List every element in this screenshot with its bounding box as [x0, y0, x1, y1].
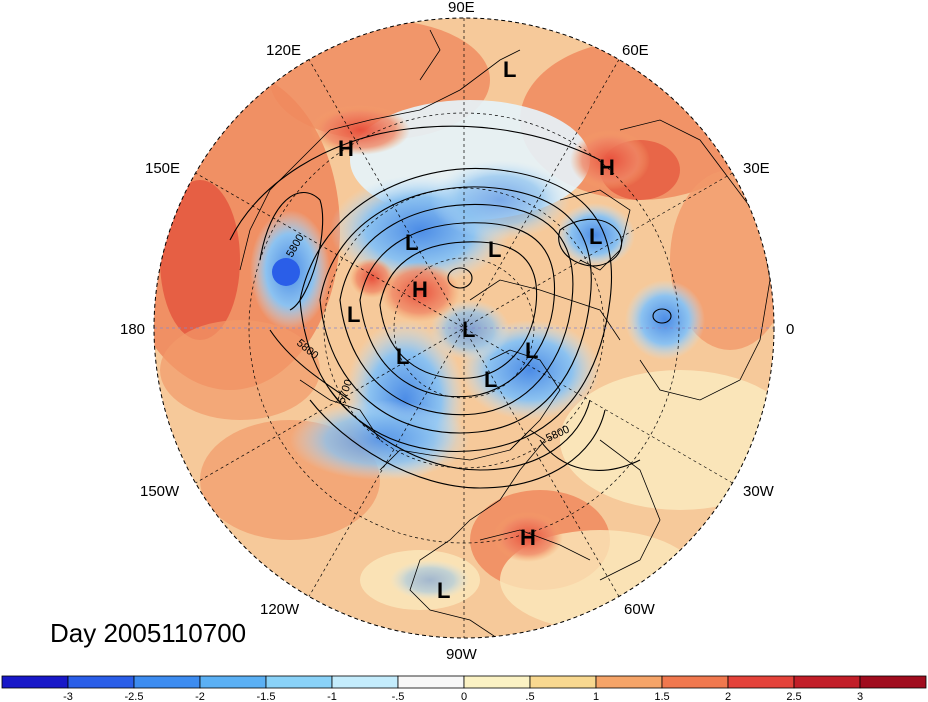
colorbar-tick-label: -3	[63, 691, 73, 702]
colorbar-swatch	[67, 675, 135, 689]
colorbar-tick-label: 1	[593, 691, 599, 702]
lon-label-60e: 60E	[622, 42, 649, 59]
lon-label-30w: 30W	[743, 483, 775, 500]
low-marker: L	[488, 237, 501, 262]
colorbar-swatch	[397, 675, 465, 689]
colorbar-swatch	[661, 675, 729, 689]
anomaly-field	[154, 18, 774, 638]
high-marker: H	[338, 136, 354, 161]
low-marker: L	[484, 367, 497, 392]
colorbar-swatch	[727, 675, 795, 689]
height-contours	[229, 125, 672, 489]
colorbar-tick-label: 2	[725, 691, 731, 702]
colorbar-swatch	[793, 675, 861, 689]
colorbar-swatch	[133, 675, 201, 689]
coastlines	[239, 29, 771, 638]
colorbar-tick-label: -1.5	[257, 691, 276, 702]
low-marker: L	[405, 230, 418, 255]
colorbar: -3 -2.5 -2 -1.5 -1 -.5 0 .5 1 1.5 2 2.5 3	[1, 675, 927, 702]
high-marker: H	[599, 155, 615, 180]
colorbar-tick-labels: -3 -2.5 -2 -1.5 -1 -.5 0 .5 1 1.5 2 2.5 3	[63, 691, 863, 702]
colorbar-tick-label: 1.5	[654, 691, 669, 702]
colorbar-tick-label: -2	[195, 691, 205, 702]
lon-label-180: 180	[120, 321, 145, 338]
map-boundary	[153, 17, 775, 639]
colorbar-tick-label: .5	[525, 691, 534, 702]
longitude-labels: 90E 60E 30E 0 30W 60W 90W 120W 150W 180 …	[120, 0, 794, 663]
colorbar-tick-label: -2.5	[125, 691, 144, 702]
high-marker: H	[520, 525, 536, 550]
pressure-systems: H H H H L L L L L L L L L L	[338, 57, 615, 603]
lon-label-60w: 60W	[624, 601, 656, 618]
colorbar-swatch	[1, 675, 69, 689]
low-marker: L	[396, 344, 409, 369]
colorbar-tick-label: -.5	[392, 691, 405, 702]
lon-label-120w: 120W	[260, 601, 300, 618]
colorbar-tick-label: 3	[857, 691, 863, 702]
colorbar-swatch	[463, 675, 531, 689]
high-marker: H	[412, 277, 428, 302]
colorbar-tick-label: 0	[461, 691, 467, 702]
colorbar-swatch	[265, 675, 333, 689]
colorbar-tick-label: -1	[327, 691, 337, 702]
low-marker: L	[462, 317, 475, 342]
low-marker: L	[589, 224, 602, 249]
colorbar-swatch	[595, 675, 663, 689]
lon-label-90w: 90W	[446, 646, 478, 663]
low-marker: L	[525, 338, 538, 363]
colorbar-swatches	[1, 675, 927, 689]
colorbar-swatch	[529, 675, 597, 689]
colorbar-swatch	[859, 675, 927, 689]
colorbar-swatch	[331, 675, 399, 689]
graticule	[154, 18, 774, 638]
lon-label-150w: 150W	[140, 483, 180, 500]
low-marker: L	[437, 578, 450, 603]
day-caption: Day 2005110700	[50, 618, 247, 648]
low-marker: L	[347, 302, 360, 327]
lon-label-120e: 120E	[266, 42, 301, 59]
lon-label-90e: 90E	[448, 0, 475, 16]
lon-label-150e: 150E	[145, 160, 180, 177]
lon-label-0: 0	[786, 321, 794, 338]
lon-label-30e: 30E	[743, 160, 770, 177]
low-marker: L	[503, 57, 516, 82]
colorbar-tick-label: 2.5	[786, 691, 801, 702]
colorbar-swatch	[199, 675, 267, 689]
